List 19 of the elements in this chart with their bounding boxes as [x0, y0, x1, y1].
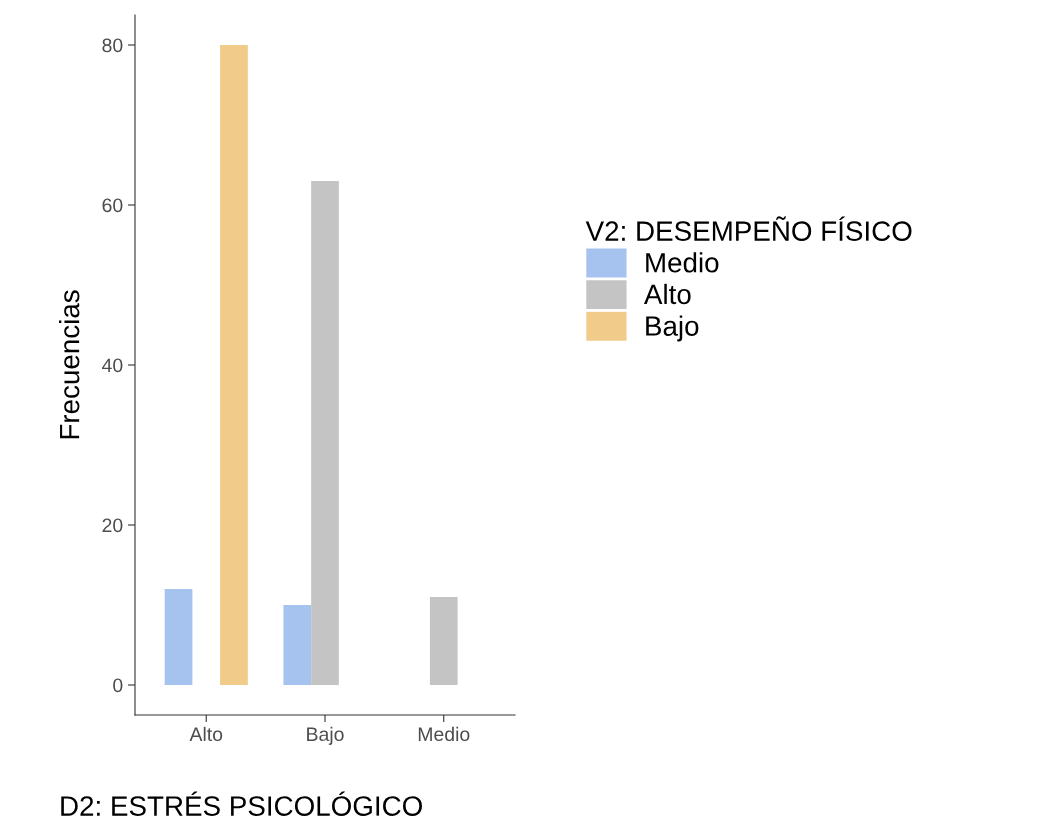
y-axis-title: Frecuencias	[59, 290, 80, 439]
bar	[164, 589, 193, 685]
x-tick-label: Bajo	[307, 726, 344, 745]
x-axis-title: D2: ESTRÉS PSICOLÓGICO	[61, 791, 422, 816]
y-tick-label: 80	[102, 38, 123, 53]
y-tick-label: 20	[102, 518, 123, 533]
legend-label: Bajo	[646, 315, 699, 342]
y-tick-label: 40	[102, 358, 123, 373]
bar	[429, 597, 458, 685]
x-tick-label: Medio	[418, 726, 470, 742]
bar	[220, 45, 248, 685]
x-tick-label: Alto	[189, 726, 223, 742]
bar	[311, 181, 339, 685]
legend-label: Alto	[643, 283, 691, 305]
y-tick-label: 60	[102, 198, 123, 213]
y-tick-label: 0	[113, 678, 123, 693]
legend-label: Medio	[646, 252, 719, 273]
legend-title: V2: DESEMPEÑO FÍSICO	[585, 216, 912, 241]
bar	[283, 605, 312, 685]
